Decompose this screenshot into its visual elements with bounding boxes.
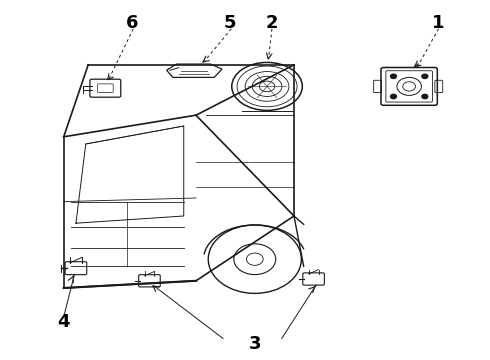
Text: 6: 6 xyxy=(126,14,139,32)
Circle shape xyxy=(391,74,396,78)
Text: 5: 5 xyxy=(224,14,237,32)
Circle shape xyxy=(422,94,428,99)
Text: 3: 3 xyxy=(248,335,261,353)
Text: 2: 2 xyxy=(266,14,278,32)
Circle shape xyxy=(391,94,396,99)
Text: 1: 1 xyxy=(432,14,445,32)
Circle shape xyxy=(422,74,428,78)
Text: 4: 4 xyxy=(57,313,70,331)
